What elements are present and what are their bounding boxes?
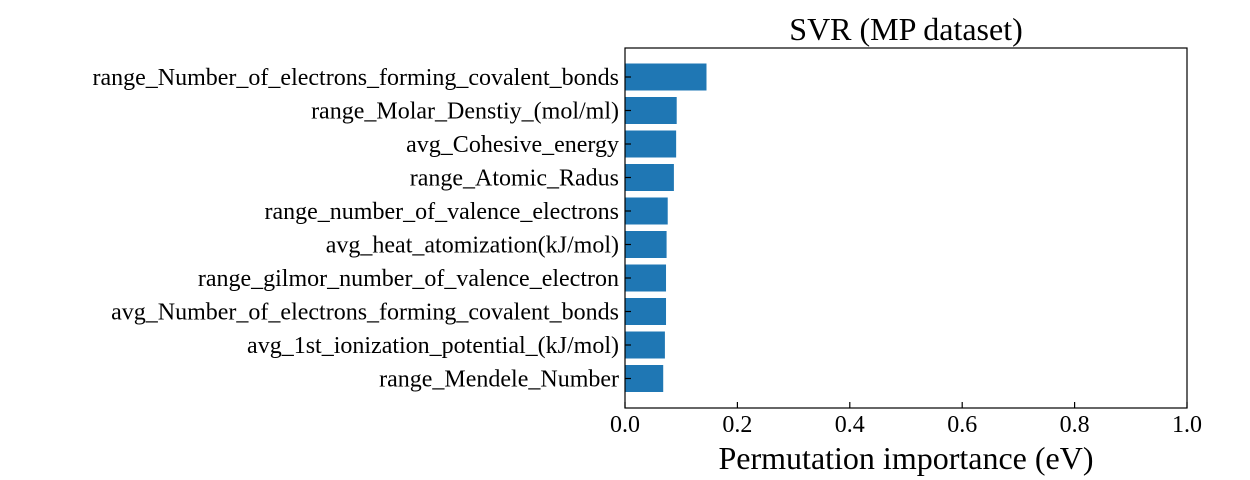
bar (625, 365, 664, 392)
category-label: range_gilmor_number_of_valence_electron (198, 266, 619, 292)
x-tick-label: 1.0 (1172, 412, 1202, 438)
x-tick-label: 0.0 (610, 412, 640, 438)
bar (625, 331, 665, 359)
category-label: range_Atomic_Radus (410, 166, 619, 192)
category-labels-group: range_Number_of_electrons_forming_covale… (92, 65, 631, 393)
bar (625, 197, 668, 225)
bar (625, 130, 677, 158)
category-label: range_Molar_Denstiy_(mol/ml) (311, 99, 619, 125)
bar (625, 264, 667, 292)
chart-title: SVR (MP dataset) (789, 11, 1022, 47)
x-tick-label: 0.4 (835, 412, 865, 438)
bar (625, 231, 667, 258)
category-label: range_Number_of_electrons_forming_covale… (92, 65, 619, 91)
x-tick-label: 0.6 (947, 412, 977, 438)
category-label: range_number_of_valence_electrons (264, 199, 619, 225)
category-label: avg_Cohesive_energy (406, 132, 619, 158)
bars-group (625, 63, 707, 392)
bar (625, 97, 677, 124)
x-tick-label: 0.8 (1060, 412, 1090, 438)
category-label: avg_heat_atomization(kJ/mol) (326, 233, 619, 259)
x-ticks-group: 0.0 0.2 0.4 0.6 0.8 1.0 (610, 402, 1202, 438)
category-label: avg_1st_ionization_potential_(kJ/mol) (247, 333, 619, 359)
x-tick-label: 0.2 (722, 412, 752, 438)
x-axis-label: Permutation importance (eV) (719, 440, 1094, 476)
bar (625, 63, 707, 91)
bar (625, 164, 674, 191)
plot-frame (624, 47, 1188, 409)
category-label: avg_Number_of_electrons_forming_covalent… (111, 300, 619, 326)
category-label: range_Mendele_Number (379, 367, 619, 393)
bar (625, 298, 667, 325)
